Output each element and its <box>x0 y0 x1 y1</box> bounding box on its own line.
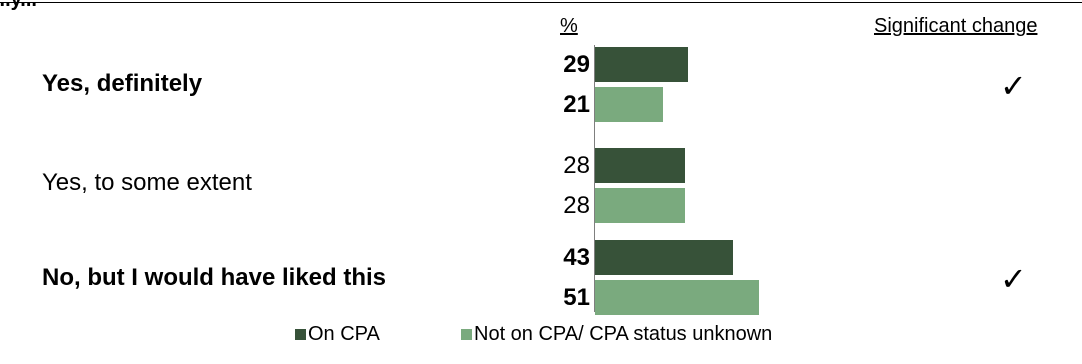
percent-column-header: % <box>560 15 578 37</box>
legend-swatch-on-cpa <box>295 328 306 340</box>
bar-no-but-i-would-have-liked-this-on-cpa <box>595 240 733 275</box>
significant-change-header: Significant change <box>874 15 1038 37</box>
data-label-no-but-i-would-have-liked-this-not-on-cpa: 51 <box>563 284 590 311</box>
data-label-no-but-i-would-have-liked-this-on-cpa: 43 <box>563 244 590 271</box>
top-rule <box>0 2 1082 3</box>
value-axis-line <box>594 45 595 312</box>
legend-swatch-not-on-cpa <box>461 328 472 340</box>
category-label-yes-to-some-extent: Yes, to some extent <box>42 169 252 196</box>
legend-item-on-cpa: On CPA <box>295 322 380 346</box>
legend-label-not-on-cpa: Not on CPA/ CPA status unknown <box>474 322 773 345</box>
legend-label-on-cpa: On CPA <box>308 322 380 345</box>
bar-yes-definitely-on-cpa <box>595 47 688 82</box>
bar-yes-definitely-not-on-cpa <box>595 87 663 122</box>
category-label-yes-definitely: Yes, definitely <box>42 70 203 97</box>
bar-no-but-i-would-have-liked-this-not-on-cpa <box>595 280 759 315</box>
data-label-yes-definitely-not-on-cpa: 21 <box>563 91 590 118</box>
clipped-header-fragment: ...y... <box>0 0 37 11</box>
legend-item-not-on-cpa: Not on CPA/ CPA status unknown <box>461 322 772 346</box>
category-label-no-but-i-would-have-liked-this: No, but I would have liked this <box>42 264 387 291</box>
check-icon: ✓ <box>1000 261 1027 297</box>
bar-yes-to-some-extent-not-on-cpa <box>595 188 685 223</box>
data-label-yes-to-some-extent-on-cpa: 28 <box>563 152 590 179</box>
data-label-yes-to-some-extent-not-on-cpa: 28 <box>563 192 590 219</box>
bar-yes-to-some-extent-on-cpa <box>595 148 685 183</box>
data-label-yes-definitely-on-cpa: 29 <box>563 51 590 78</box>
check-icon: ✓ <box>1000 68 1027 104</box>
